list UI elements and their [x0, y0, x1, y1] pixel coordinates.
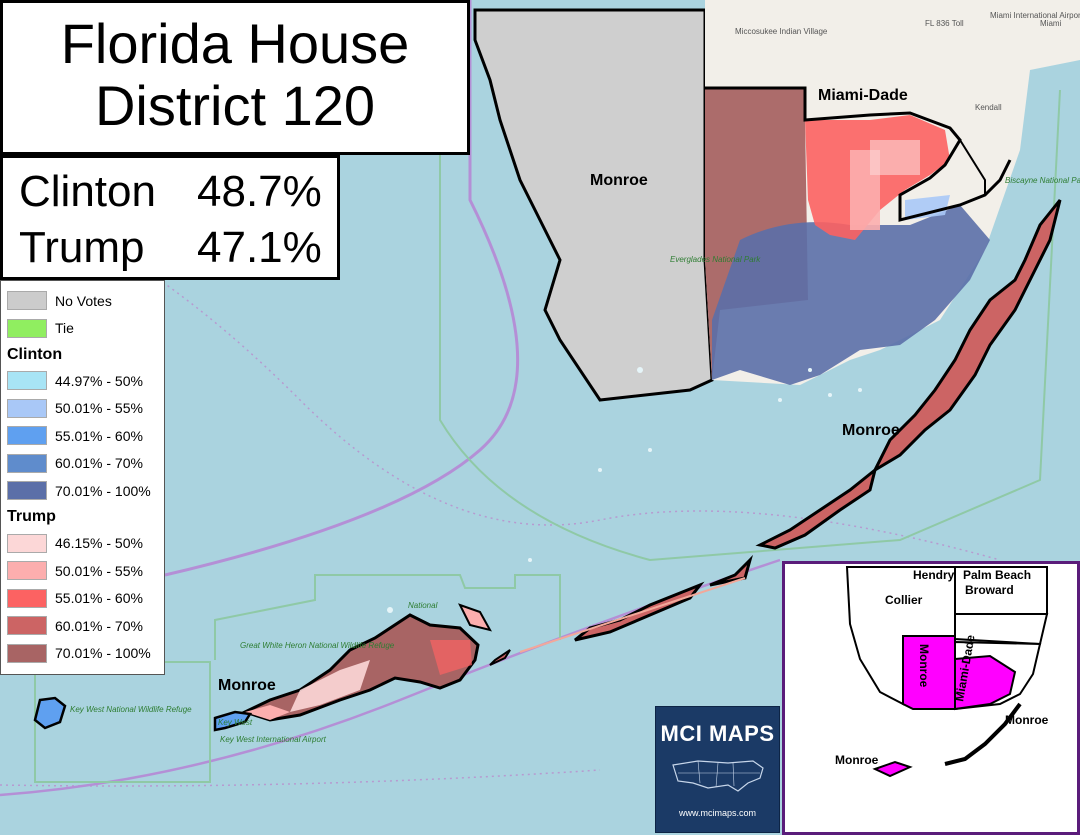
- legend-swatch: [7, 643, 47, 663]
- label-key-west-airport: Key West International Airport: [220, 735, 327, 744]
- label-monroe-keys: Monroe: [842, 422, 900, 439]
- legend-label: 70.01% - 100%: [55, 482, 151, 499]
- result-row-trump: Trump 47.1%: [19, 220, 337, 276]
- legend-label: 50.01% - 55%: [55, 562, 143, 579]
- legend-item: 46.15% - 50%: [7, 530, 164, 558]
- legend-label: 70.01% - 100%: [55, 645, 151, 662]
- inset-label-palm-beach: Palm Beach: [963, 568, 1031, 582]
- mci-maps-logo: MCI MAPS www.mcimaps.com: [655, 706, 780, 833]
- legend-label: 60.01% - 70%: [55, 455, 143, 472]
- inset-label-hendry: Hendry: [913, 568, 955, 582]
- inset-label-monroe-2: Monroe: [1005, 713, 1049, 727]
- legend-swatch: [7, 318, 47, 338]
- legend-swatch: [7, 453, 47, 473]
- logo-title: MCI MAPS: [660, 721, 775, 746]
- legend-swatch: [7, 481, 47, 501]
- label-biscayne-park: Biscayne National Park: [1005, 176, 1080, 185]
- legend-item: 70.01% - 100%: [7, 640, 164, 668]
- legend: No Votes Tie Clinton 44.97% - 50% 50.01%…: [0, 280, 165, 675]
- candidate-pct: 47.1%: [197, 223, 322, 272]
- legend-swatch: [7, 398, 47, 418]
- logo-url: www.mcimaps.com: [678, 808, 756, 818]
- legend-label: 55.01% - 60%: [55, 590, 143, 607]
- key-west-region: [213, 710, 253, 732]
- label-great-white-heron: Great White Heron National Wildlife Refu…: [240, 641, 395, 650]
- legend-label: Tie: [55, 320, 74, 337]
- label-miami-dade: Miami-Dade: [818, 87, 908, 104]
- label-kendall: Kendall: [975, 103, 1002, 112]
- legend-swatch: [7, 371, 47, 391]
- legend-swatch: [7, 533, 47, 553]
- inset-locator-map: Hendry Palm Beach Broward Collier Monroe…: [782, 561, 1080, 835]
- legend-item: 60.01% - 70%: [7, 612, 164, 640]
- legend-label: 50.01% - 55%: [55, 400, 143, 417]
- inset-label-collier: Collier: [885, 593, 923, 607]
- inset-label-broward: Broward: [965, 583, 1014, 597]
- label-miami-airport: Miami International Airport: [990, 11, 1080, 20]
- candidate-name: Clinton: [19, 167, 156, 216]
- inset-map-svg: Hendry Palm Beach Broward Collier Monroe…: [785, 564, 1077, 832]
- legend-swatch: [7, 426, 47, 446]
- legend-item: 70.01% - 100%: [7, 477, 164, 505]
- legend-item: Tie: [7, 315, 164, 343]
- middle-keys-region: [755, 466, 878, 550]
- label-key-west: Key West: [218, 718, 253, 727]
- title-box: Florida House District 120: [0, 0, 470, 155]
- label-miccosukee: Miccosukee Indian Village: [735, 27, 828, 36]
- legend-swatch: [7, 561, 47, 581]
- title-line-1: Florida House: [60, 12, 410, 75]
- inset-label-monroe-1: Monroe: [917, 644, 931, 688]
- label-national-key: National: [408, 601, 438, 610]
- label-monroe-mainland: Monroe: [590, 172, 648, 189]
- legend-item: 50.01% - 55%: [7, 395, 164, 423]
- legend-swatch: [7, 588, 47, 608]
- label-key-west-refuge: Key West National Wildlife Refuge: [70, 705, 192, 714]
- legend-item: 50.01% - 55%: [7, 557, 164, 585]
- legend-heading-clinton: Clinton: [7, 345, 63, 363]
- legend-swatch: [7, 616, 47, 636]
- legend-item: No Votes: [7, 287, 164, 315]
- label-miami: Miami: [1040, 19, 1062, 28]
- legend-label: 55.01% - 60%: [55, 427, 143, 444]
- legend-label: 44.97% - 50%: [55, 372, 143, 389]
- label-everglades-park: Everglades National Park: [670, 255, 761, 264]
- legend-label: 46.15% - 50%: [55, 535, 143, 552]
- legend-label: No Votes: [55, 292, 112, 309]
- legend-item: 60.01% - 70%: [7, 450, 164, 478]
- legend-label: 60.01% - 70%: [55, 617, 143, 634]
- results-box: Clinton 48.7% Trump 47.1%: [0, 155, 340, 280]
- dade-clinton-70-region: [712, 205, 990, 385]
- label-fl836: FL 836 Toll: [925, 19, 964, 28]
- monroe-mainland-region: [473, 8, 714, 402]
- title-line-2: District 120: [94, 74, 376, 137]
- key-west-refuge-region: [33, 696, 67, 730]
- label-monroe-west: Monroe: [218, 677, 276, 694]
- candidate-name: Trump: [19, 223, 145, 272]
- legend-item: 55.01% - 60%: [7, 422, 164, 450]
- inset-label-monroe-3: Monroe: [835, 753, 879, 767]
- legend-item: 55.01% - 60%: [7, 585, 164, 613]
- upper-keys-region: [871, 199, 1062, 474]
- legend-swatch: [7, 291, 47, 311]
- legend-heading-trump: Trump: [7, 508, 56, 525]
- result-row-clinton: Clinton 48.7%: [19, 164, 337, 220]
- legend-item: 44.97% - 50%: [7, 367, 164, 395]
- candidate-pct: 48.7%: [197, 167, 322, 216]
- usa-map-icon: [671, 760, 764, 792]
